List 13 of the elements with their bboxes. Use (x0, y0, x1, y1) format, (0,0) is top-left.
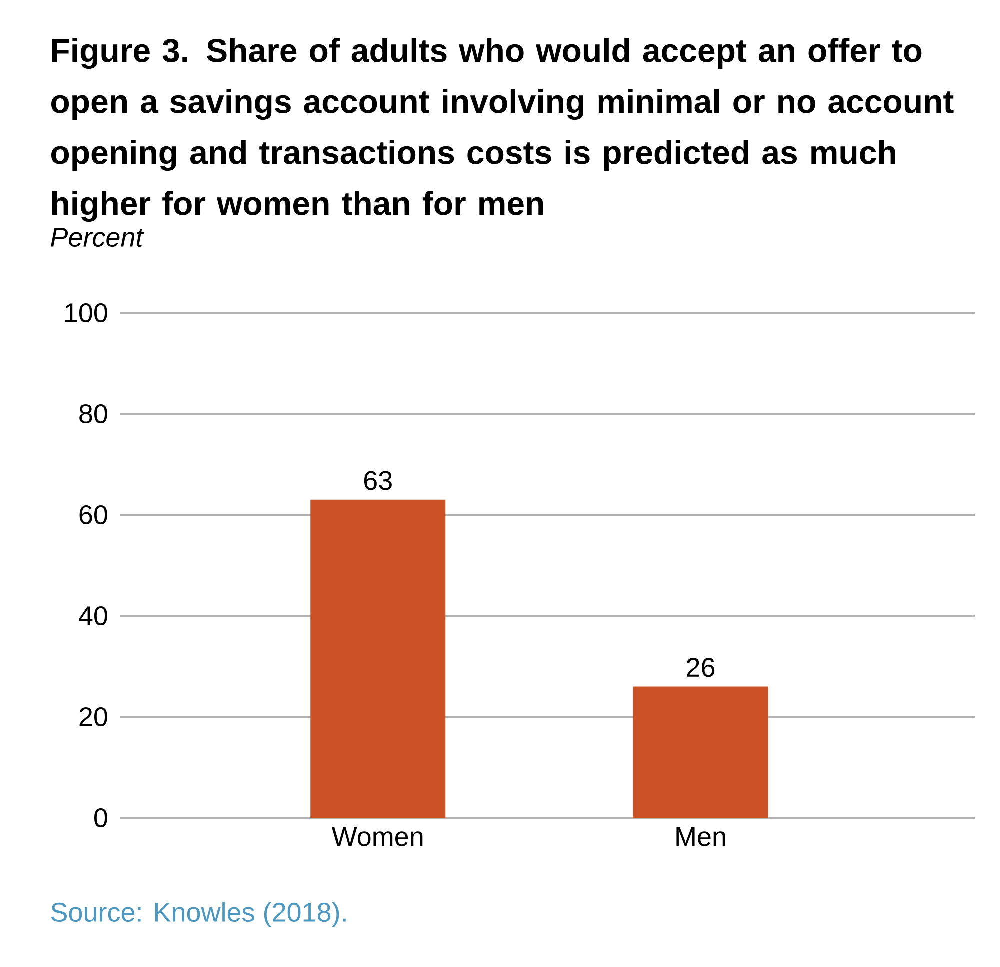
x-tick-label: Women (332, 828, 423, 846)
y-tick-label: 80 (80, 404, 108, 424)
source-note: Source: Knowles (2018). (51, 902, 346, 928)
chart-subtitle: Percent (51, 228, 144, 248)
y-tick-label: 60 (80, 505, 108, 525)
y-tick-label: 20 (80, 707, 108, 727)
y-tick-label: 0 (94, 808, 108, 828)
y-tick-label: 100 (65, 303, 108, 323)
x-tick-label: Men (676, 828, 726, 846)
data-label: 63 (364, 471, 392, 490)
y-tick-label: 40 (79, 606, 108, 626)
chart-title: Figure 3. Share of adults who would accept an offer to open a savings account involving minimal or no account opening and transactions costs is predicted as much higher for women than for men (51, 38, 954, 222)
data-label: 26 (687, 658, 715, 678)
